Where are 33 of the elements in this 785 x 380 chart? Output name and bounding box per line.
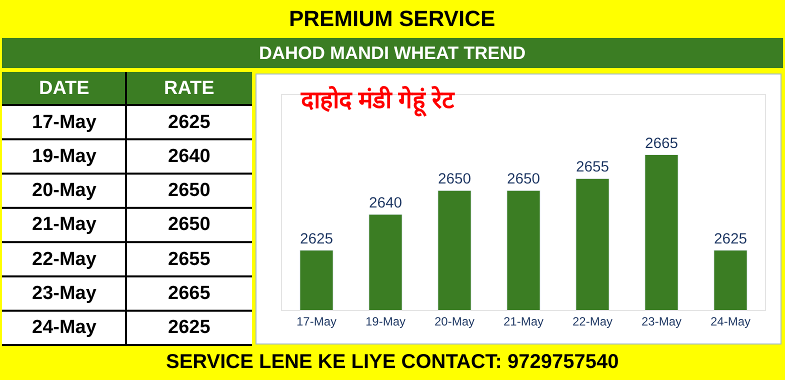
data-label: 2650: [438, 172, 472, 188]
text: SERVICE LENE KE LIYE CONTACT: 9729757540: [166, 351, 619, 373]
data-label: 2625: [714, 231, 748, 248]
x-tick-label: 21-May: [503, 314, 544, 328]
chart-subtitle: DAHOD MANDI WHEAT TREND: [259, 43, 526, 63]
category-label: 21-May: [32, 214, 97, 235]
data-label: 2665: [168, 283, 211, 304]
x-tick-label: 20-May: [434, 314, 475, 328]
text: RATE: [164, 78, 214, 99]
x-tick-label: 24-May: [710, 314, 751, 328]
data-label: 2640: [368, 196, 402, 212]
data-label: 2625: [168, 317, 211, 338]
annotation: दाहोद मंडी गेहूं रेट: [300, 86, 456, 117]
data-label: 2650: [168, 214, 210, 235]
category-label: 22-May: [32, 249, 97, 270]
data-label: 2640: [168, 146, 210, 167]
x-tick-label: 19-May: [365, 314, 406, 328]
x-tick-label: 17-May: [296, 314, 337, 328]
data-label: 2655: [576, 160, 610, 176]
category-label: 20-May: [32, 180, 97, 201]
x-tick-label: 22-May: [572, 314, 613, 328]
text: DATE: [39, 78, 90, 99]
data-label: 2650: [168, 180, 210, 201]
data-label: 2625: [168, 112, 211, 133]
data-label: 2665: [644, 136, 678, 152]
data-label: 2655: [168, 249, 211, 270]
category-label: 19-May: [32, 146, 97, 167]
chart-title: PREMIUM SERVICE: [289, 6, 496, 31]
data-label: 2650: [506, 172, 540, 188]
category-label: 17-May: [32, 112, 97, 133]
data-label: 2625: [300, 231, 334, 248]
x-tick-label: 23-May: [641, 314, 682, 328]
category-label: 23-May: [32, 283, 97, 304]
